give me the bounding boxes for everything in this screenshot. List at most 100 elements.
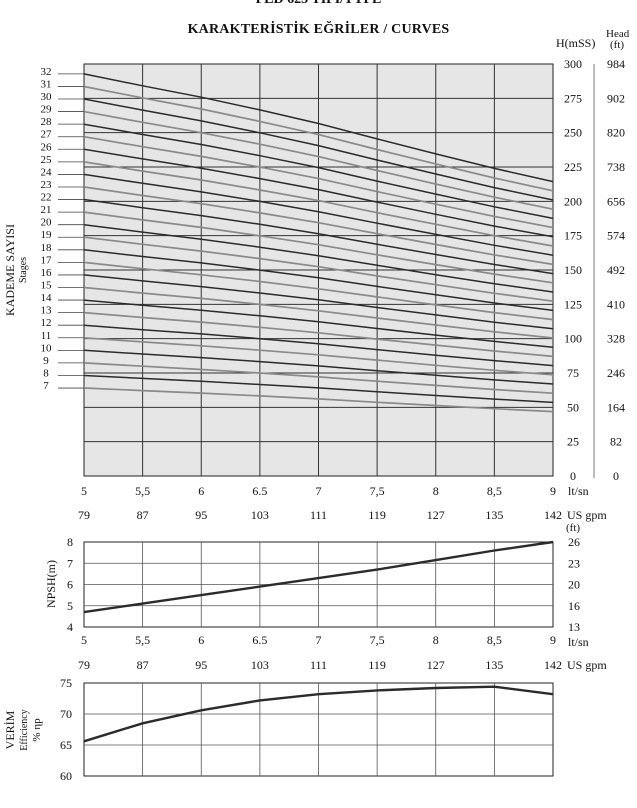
stage-label-16: 16 (41, 267, 53, 279)
npsh-x-tick: 6.5 (252, 633, 267, 647)
head-y-tick-ft: 902 (607, 91, 625, 105)
npsh-axis-label: NPSH(m) (44, 560, 58, 608)
head-y-tick-ft: 656 (607, 194, 625, 208)
head-y-tick-ft: 410 (607, 297, 625, 311)
stage-label-12: 12 (41, 317, 52, 329)
head-x2-tick: 119 (368, 508, 386, 522)
head-x-tick: 5 (81, 484, 87, 498)
stage-curve-21 (83, 211, 554, 284)
head-x-tick: 5,5 (135, 484, 150, 498)
npsh-y-ticks: 8 26 7 23 6 20 5 16 4 13 (67, 535, 580, 634)
stage-curve-25 (83, 161, 554, 247)
efficiency-axis-label-1: VERİM (3, 710, 17, 749)
npsh-y-tick-ft: 13 (568, 620, 580, 634)
head-y-tick-ft: 82 (610, 435, 622, 449)
npsh-y-tick-ft: 26 (568, 535, 580, 549)
efficiency-y-ticks: 75 70 65 60 (60, 676, 72, 783)
efficiency-y-tick: 65 (60, 738, 72, 752)
npsh-x2-tick: 103 (251, 658, 269, 672)
head-y-tick-m: 250 (564, 126, 582, 140)
stages-axis-label: KADEME SAYISI (3, 224, 17, 316)
stage-curve-10 (83, 349, 554, 385)
npsh-y-tick-m: 8 (67, 535, 73, 549)
npsh-x-tick: 6 (198, 633, 204, 647)
npsh-x2-tick: 127 (427, 658, 445, 672)
chart-subtitle: KARAKTERİSTİK EĞRİLER / CURVES (187, 22, 450, 37)
stage-curve-22 (83, 198, 554, 275)
npsh-y-tick-m: 6 (67, 578, 73, 592)
npsh-x2-tick: 142 (544, 658, 562, 672)
head-y-tick-ft: 492 (607, 263, 625, 277)
npsh-y-tick-ft: 23 (568, 556, 580, 570)
stage-labels: 3231302928272625242322212019181716151413… (41, 66, 84, 392)
head-y-tick-ft: 738 (607, 160, 625, 174)
stage-curve-8 (83, 374, 554, 404)
head-y-tick-m: 200 (564, 194, 582, 208)
efficiency-axis-label-3: % ηp (31, 718, 43, 742)
npsh-chart: 8 26 7 23 6 20 5 16 4 13 5 79 5,5 87 6 95 6.5 103 7 111 7,5… (44, 522, 607, 672)
head-curves-chart: 3231302928272625242322212019181716151413… (3, 28, 630, 522)
efficiency-chart: 75 70 65 60 VERİM Efficiency % ηp (3, 676, 554, 783)
head-y-tick-m: 125 (564, 297, 582, 311)
npsh-x2-tick: 95 (195, 658, 207, 672)
npsh-y-tick-m: 5 (67, 599, 73, 613)
stage-label-15: 15 (41, 280, 53, 292)
head-x2-tick: 135 (485, 508, 503, 522)
head-x2-tick: 103 (251, 508, 269, 522)
head-x-tick: 7,5 (370, 484, 385, 498)
head-ft-title-bottom: (ft) (610, 39, 624, 51)
stage-curve-9 (83, 362, 554, 395)
npsh-y-tick-m: 4 (67, 620, 73, 634)
head-ft-title-top: Head (606, 28, 630, 40)
head-msS-title: H(mSS) (556, 36, 595, 50)
stage-label-11: 11 (41, 330, 52, 342)
npsh-x-tick: 8,5 (487, 633, 502, 647)
stage-label-30: 30 (41, 91, 53, 103)
head-y-tick-m: 275 (564, 91, 582, 105)
npsh-x-tick: 7,5 (370, 633, 385, 647)
stage-label-23: 23 (41, 179, 53, 191)
npsh-x2-tick: 111 (310, 658, 327, 672)
head-x-tick: 9 (550, 484, 556, 498)
head-y-tick-m: 100 (564, 332, 582, 346)
npsh-x2-tick: 119 (368, 658, 386, 672)
head-x2-tick: 79 (78, 508, 90, 522)
head-x2-tick: 127 (427, 508, 445, 522)
head-y-tick-ft: 574 (607, 229, 625, 243)
npsh-x2-unit: US gpm (567, 658, 607, 672)
stage-curve-23 (83, 186, 554, 266)
npsh-x2-tick: 79 (78, 658, 90, 672)
head-y-tick-m: 225 (564, 160, 582, 174)
head-x-tick: 8 (433, 484, 439, 498)
npsh-ft-unit: (ft) (566, 522, 580, 534)
efficiency-y-tick: 70 (60, 707, 72, 721)
head-x-tick: 6.5 (252, 484, 267, 498)
head-x-tick: 7 (316, 484, 322, 498)
stage-label-31: 31 (41, 78, 52, 90)
npsh-x2-tick: 135 (485, 658, 503, 672)
head-y-tick-ft: 164 (607, 400, 625, 414)
efficiency-y-tick: 75 (60, 676, 72, 690)
head-curves (83, 73, 554, 413)
efficiency-axis-label-2: Efficiency (19, 709, 30, 750)
stage-label-13: 13 (41, 305, 53, 317)
stage-label-27: 27 (41, 129, 53, 141)
efficiency-curve (83, 685, 554, 743)
stage-label-22: 22 (41, 192, 52, 204)
head-x-tick: 6 (198, 484, 204, 498)
stage-curve-19 (83, 236, 554, 303)
head-y-tick-m: 50 (567, 400, 579, 414)
stage-label-21: 21 (41, 204, 52, 216)
stage-label-24: 24 (41, 166, 53, 178)
head-y-tick-m: 0 (570, 469, 576, 483)
head-x-unit: lt/sn (568, 484, 589, 498)
stage-label-32: 32 (41, 66, 52, 78)
npsh-x-tick: 8 (433, 633, 439, 647)
stage-curve-15 (83, 286, 554, 339)
stage-label-19: 19 (41, 229, 53, 241)
head-x2-unit: US gpm (567, 508, 607, 522)
head-x2-tick: 87 (137, 508, 149, 522)
stage-curve-31 (83, 85, 554, 192)
stage-curve-27 (83, 135, 554, 229)
